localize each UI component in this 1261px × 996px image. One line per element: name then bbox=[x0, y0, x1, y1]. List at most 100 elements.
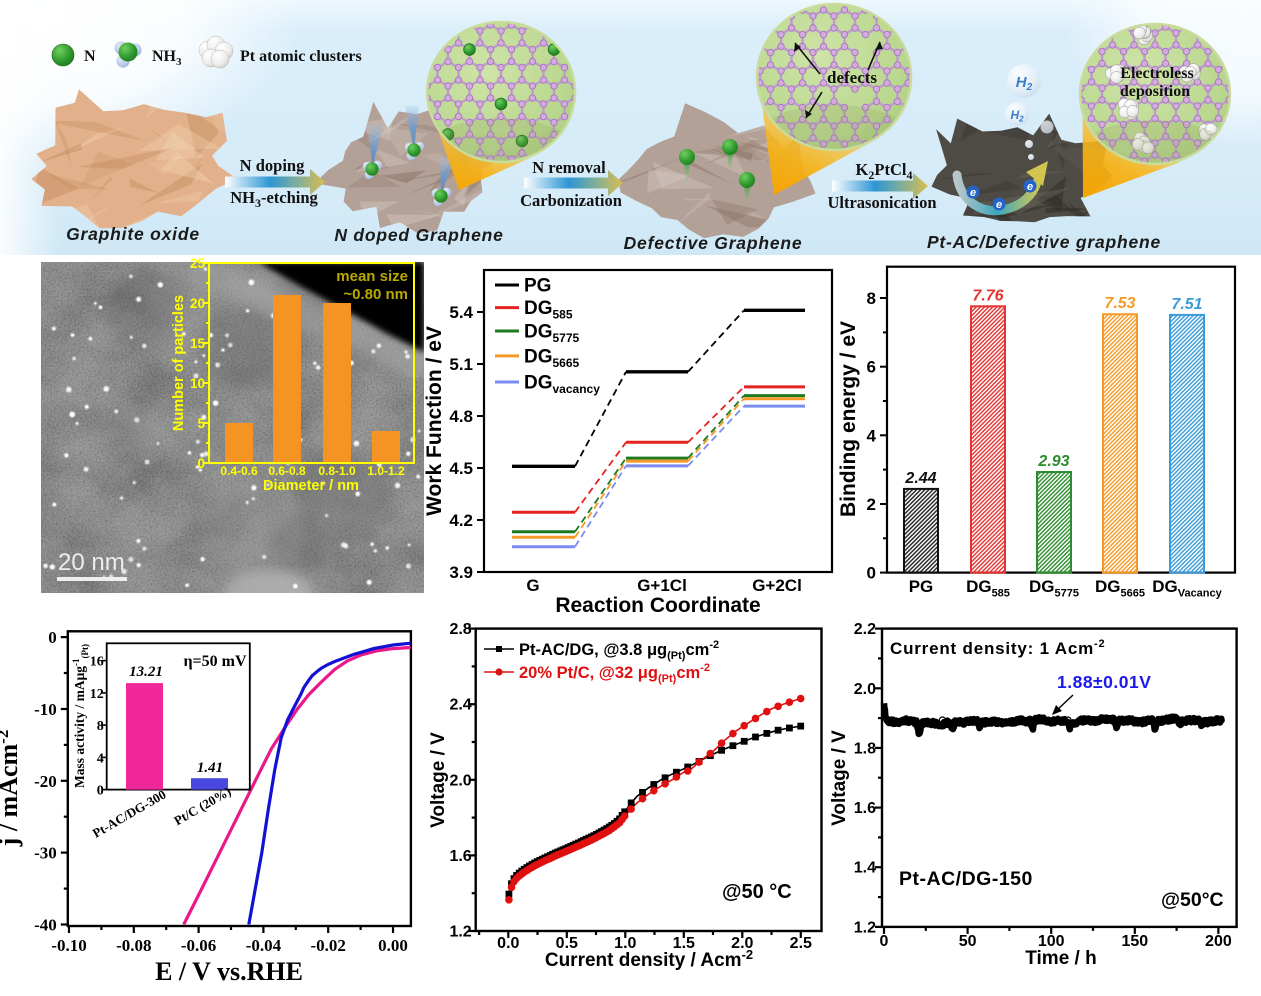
svg-text:0.8-1.0: 0.8-1.0 bbox=[318, 464, 356, 478]
svg-text:3.9: 3.9 bbox=[449, 563, 473, 582]
svg-text:N removal: N removal bbox=[532, 158, 606, 177]
svg-text:-0.02: -0.02 bbox=[310, 936, 345, 955]
svg-text:Work Function / eV: Work Function / eV bbox=[423, 326, 446, 516]
svg-text:0.0: 0.0 bbox=[497, 935, 519, 952]
svg-text:1.6: 1.6 bbox=[449, 848, 471, 865]
svg-text:G+1Cl: G+1Cl bbox=[637, 576, 687, 595]
svg-text:1.5: 1.5 bbox=[673, 935, 695, 952]
svg-text:0.00: 0.00 bbox=[378, 936, 408, 955]
svg-text:PG: PG bbox=[909, 577, 934, 596]
svg-text:1.8: 1.8 bbox=[854, 740, 876, 757]
svg-text:7.51: 7.51 bbox=[1171, 296, 1202, 313]
svg-text:7.76: 7.76 bbox=[972, 287, 1003, 304]
svg-text:Diameter / nm: Diameter / nm bbox=[263, 478, 359, 494]
svg-text:2.4: 2.4 bbox=[449, 697, 471, 714]
svg-text:2: 2 bbox=[867, 495, 876, 514]
svg-text:1.2: 1.2 bbox=[449, 924, 471, 941]
svg-text:0: 0 bbox=[197, 456, 205, 471]
svg-text:N: N bbox=[84, 48, 96, 65]
svg-text:-0.10: -0.10 bbox=[51, 936, 86, 955]
svg-text:2.8: 2.8 bbox=[449, 621, 471, 638]
svg-text:13.21: 13.21 bbox=[129, 664, 163, 680]
svg-text:deposition: deposition bbox=[1120, 83, 1190, 100]
svg-text:-30: -30 bbox=[34, 844, 57, 863]
svg-text:2.0: 2.0 bbox=[854, 681, 876, 698]
svg-text:2.5: 2.5 bbox=[790, 935, 812, 952]
svg-text:Binding energy / eV: Binding energy / eV bbox=[837, 321, 860, 517]
svg-text:0.6-0.8: 0.6-0.8 bbox=[268, 464, 306, 478]
svg-text:6: 6 bbox=[867, 358, 876, 377]
svg-text:100: 100 bbox=[1038, 933, 1065, 950]
svg-text:Time / h: Time / h bbox=[1025, 948, 1096, 969]
svg-text:K2PtCl4: K2PtCl4 bbox=[856, 160, 913, 182]
svg-text:20: 20 bbox=[190, 296, 205, 311]
svg-text:7.53: 7.53 bbox=[1104, 295, 1135, 312]
svg-text:1.41: 1.41 bbox=[197, 760, 223, 776]
svg-text:2.0: 2.0 bbox=[731, 935, 753, 952]
svg-text:G+2Cl: G+2Cl bbox=[752, 576, 802, 595]
svg-text:Current density: 1 Acm-2: Current density: 1 Acm-2 bbox=[890, 638, 1105, 658]
svg-text:Graphite oxide: Graphite oxide bbox=[66, 224, 200, 244]
svg-text:N doped Graphene: N doped Graphene bbox=[334, 225, 503, 245]
svg-text:Pt-AC/DG-150: Pt-AC/DG-150 bbox=[899, 868, 1033, 890]
svg-text:Carbonization: Carbonization bbox=[520, 191, 622, 210]
svg-text:e: e bbox=[970, 187, 976, 199]
svg-text:5.1: 5.1 bbox=[449, 355, 473, 374]
svg-text:1.88±0.01V: 1.88±0.01V bbox=[1057, 672, 1151, 692]
svg-text:-0.08: -0.08 bbox=[116, 936, 151, 955]
svg-text:8: 8 bbox=[867, 289, 876, 308]
svg-text:50: 50 bbox=[959, 933, 977, 950]
svg-text:Pt-AC/DG, @3.8 μg(Pt)cm-2: Pt-AC/DG, @3.8 μg(Pt)cm-2 bbox=[519, 639, 719, 662]
svg-text:e: e bbox=[1027, 181, 1033, 193]
svg-text:2.44: 2.44 bbox=[904, 470, 936, 487]
svg-text:-0.06: -0.06 bbox=[181, 936, 216, 955]
svg-text:1.0-1.2: 1.0-1.2 bbox=[367, 464, 405, 478]
svg-text:Defective Graphene: Defective Graphene bbox=[624, 233, 803, 253]
svg-text:20% Pt/C, @32 μg(Pt)cm-2: 20% Pt/C, @32 μg(Pt)cm-2 bbox=[519, 662, 710, 685]
svg-text:Reaction Coordinate: Reaction Coordinate bbox=[555, 594, 760, 617]
svg-text:defects: defects bbox=[827, 68, 877, 87]
svg-text:2.93: 2.93 bbox=[1037, 453, 1069, 470]
svg-text:10: 10 bbox=[190, 376, 205, 391]
svg-text:4.2: 4.2 bbox=[449, 511, 473, 530]
svg-text:@50 °C: @50 °C bbox=[722, 881, 792, 903]
svg-text:~0.80 nm: ~0.80 nm bbox=[343, 286, 408, 303]
svg-text:NH3-etching: NH3-etching bbox=[230, 188, 318, 210]
svg-text:1.4: 1.4 bbox=[854, 860, 876, 877]
svg-text:0: 0 bbox=[867, 564, 876, 583]
svg-text:0: 0 bbox=[48, 628, 57, 647]
svg-text:j / mAcm-2: j / mAcm-2 bbox=[0, 730, 23, 848]
svg-text:150: 150 bbox=[1121, 933, 1148, 950]
svg-text:2.2: 2.2 bbox=[854, 621, 876, 638]
svg-text:Pt-AC/Defective graphene: Pt-AC/Defective graphene bbox=[927, 232, 1161, 252]
svg-text:NH3: NH3 bbox=[152, 48, 182, 68]
svg-text:N doping: N doping bbox=[240, 156, 305, 175]
svg-text:20 nm: 20 nm bbox=[58, 549, 125, 576]
svg-text:E / V vs.RHE: E / V vs.RHE bbox=[155, 957, 303, 986]
svg-text:η=50 mV: η=50 mV bbox=[183, 653, 247, 670]
svg-text:16: 16 bbox=[90, 655, 104, 670]
svg-text:-40: -40 bbox=[34, 916, 57, 935]
svg-text:Voltage / V: Voltage / V bbox=[829, 730, 850, 826]
svg-text:12: 12 bbox=[90, 687, 104, 702]
svg-text:PG: PG bbox=[524, 276, 551, 297]
svg-text:200: 200 bbox=[1205, 933, 1232, 950]
svg-text:Mass activity / mAμg-1(Pt): Mass activity / mAμg-1(Pt) bbox=[71, 644, 90, 788]
svg-text:0: 0 bbox=[97, 784, 104, 799]
svg-text:1.2: 1.2 bbox=[854, 919, 876, 936]
svg-text:Electroless: Electroless bbox=[1120, 65, 1193, 82]
svg-text:e: e bbox=[996, 199, 1002, 211]
svg-text:-10: -10 bbox=[34, 700, 57, 719]
svg-text:4.8: 4.8 bbox=[449, 407, 473, 426]
svg-text:25: 25 bbox=[190, 256, 206, 271]
svg-text:Number of particles: Number of particles bbox=[171, 295, 187, 431]
svg-text:2.0: 2.0 bbox=[449, 772, 471, 789]
svg-text:15: 15 bbox=[190, 336, 206, 351]
svg-text:4.5: 4.5 bbox=[449, 459, 473, 478]
svg-text:Ultrasonication: Ultrasonication bbox=[827, 193, 936, 212]
svg-text:4: 4 bbox=[867, 426, 877, 445]
svg-text:Voltage / V: Voltage / V bbox=[428, 732, 449, 828]
svg-text:4: 4 bbox=[97, 751, 104, 766]
svg-text:G: G bbox=[526, 576, 539, 595]
svg-text:0: 0 bbox=[880, 933, 889, 950]
